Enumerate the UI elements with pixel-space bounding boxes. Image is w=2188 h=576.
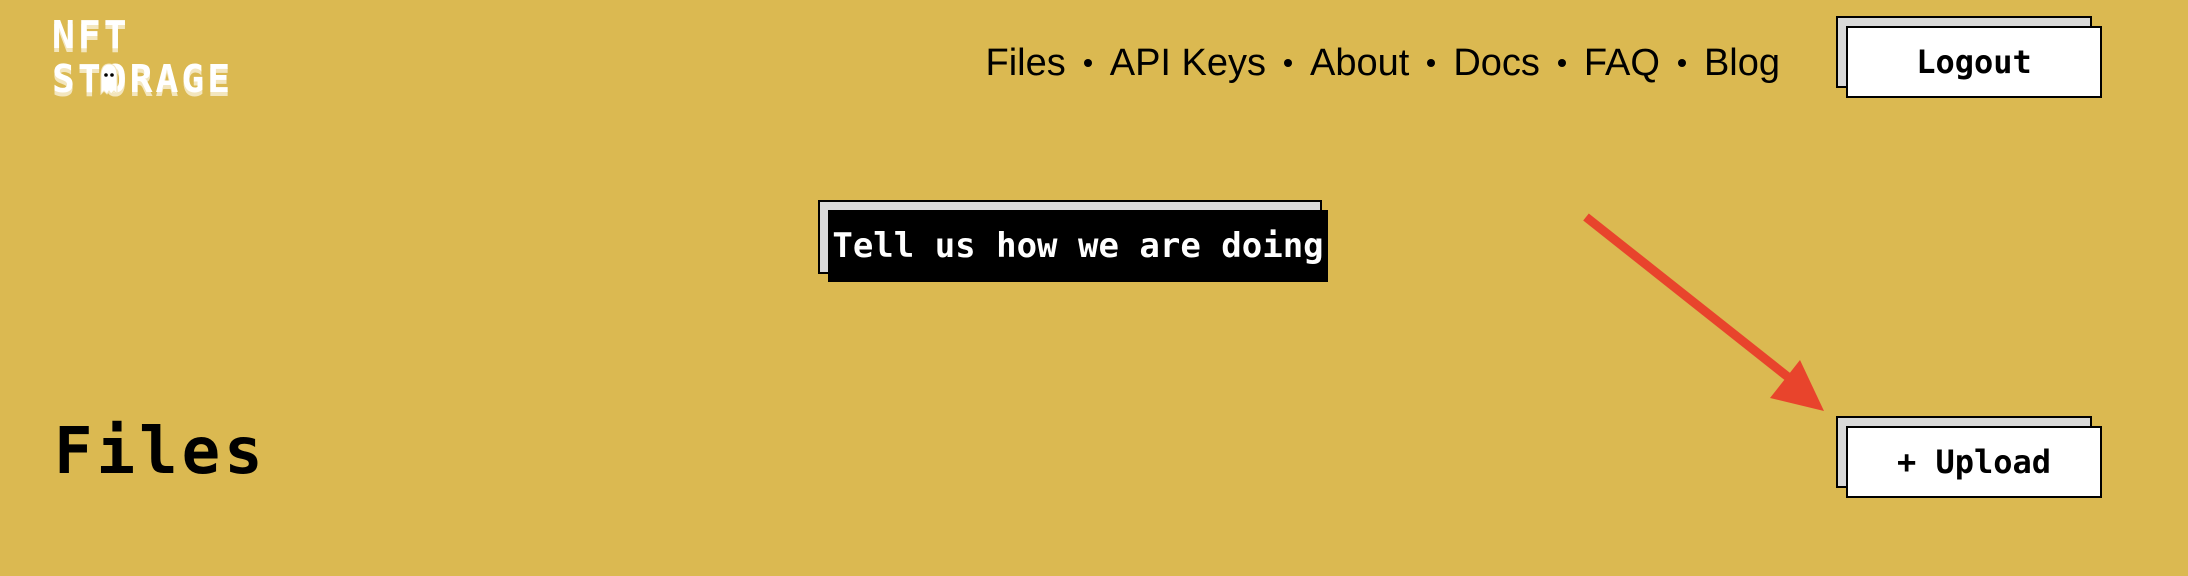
arrow-icon: [1583, 213, 1824, 411]
logout-button[interactable]: Logout: [1836, 16, 2102, 98]
nav-separator: [1557, 59, 1566, 67]
nav-link-about[interactable]: About: [1310, 41, 1410, 84]
page-title: Files: [54, 415, 267, 489]
upload-button[interactable]: + Upload: [1836, 416, 2102, 498]
nav-link-faq[interactable]: FAQ: [1583, 41, 1660, 84]
nav-separator: [1677, 59, 1686, 67]
nav-link-blog[interactable]: Blog: [1703, 41, 1780, 84]
upload-button-label[interactable]: + Upload: [1846, 426, 2102, 498]
nav-link-api-keys[interactable]: API Keys: [1109, 41, 1267, 84]
nft-storage-logo[interactable]: NFT STORAGE: [52, 13, 230, 100]
ghost-icon: [100, 63, 118, 96]
nav-link-docs[interactable]: Docs: [1453, 41, 1540, 84]
nav-separator: [1427, 59, 1436, 67]
nav-separator: [1083, 59, 1092, 67]
logo-text-line1: NFT: [52, 13, 130, 57]
main-nav: Files API Keys About Docs FAQ Blog: [985, 36, 1780, 90]
nav-link-files[interactable]: Files: [985, 41, 1066, 84]
nav-separator: [1284, 59, 1293, 67]
feedback-button[interactable]: Tell us how we are doing: [818, 200, 1328, 284]
logo-text-line2: STORAGE: [52, 57, 234, 101]
feedback-button-label[interactable]: Tell us how we are doing: [828, 210, 1328, 282]
logout-button-label[interactable]: Logout: [1846, 26, 2102, 98]
